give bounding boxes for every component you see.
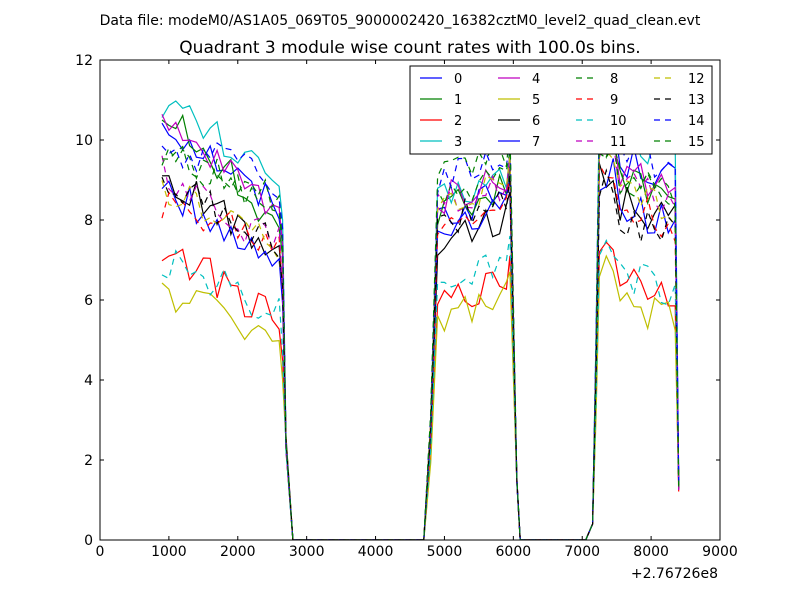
series-line-12 <box>161 148 680 540</box>
legend-label-2: 2 <box>454 114 462 129</box>
series-line-4 <box>161 114 680 540</box>
y-tick-label: 8 <box>84 213 93 229</box>
y-tick-label: 2 <box>84 453 93 469</box>
legend-label-5: 5 <box>532 93 540 108</box>
x-tick-label: 0 <box>96 544 105 560</box>
legend-label-7: 7 <box>532 135 540 150</box>
series-line-2 <box>161 241 680 540</box>
x-tick-label: 8000 <box>633 544 669 560</box>
y-tick-label: 4 <box>84 373 93 389</box>
legend-label-9: 9 <box>610 93 618 108</box>
legend-label-6: 6 <box>532 114 540 129</box>
y-tick-label: 6 <box>84 293 93 309</box>
legend-label-0: 0 <box>454 72 462 87</box>
suptitle: Data file: modeM0/AS1A05_069T05_90000024… <box>100 13 701 29</box>
x-offset-label: +2.76726e8 <box>631 566 718 582</box>
legend-box <box>409 65 713 155</box>
legend-label-1: 1 <box>454 93 462 108</box>
legend-label-12: 12 <box>688 72 705 87</box>
chart-title: Quadrant 3 module wise count rates with … <box>179 38 640 58</box>
x-tick-label: 7000 <box>564 544 600 560</box>
series-line-7 <box>161 158 680 540</box>
x-tick-label: 2000 <box>220 544 256 560</box>
y-tick-label: 12 <box>75 53 93 69</box>
x-tick-label: 5000 <box>427 544 463 560</box>
x-tick-label: 9000 <box>702 544 738 560</box>
legend-label-10: 10 <box>610 114 627 129</box>
series-line-11 <box>161 140 680 540</box>
series-line-10 <box>161 235 680 540</box>
y-tick-label: 10 <box>75 133 93 149</box>
series-layer <box>161 100 680 540</box>
series-line-5 <box>161 254 680 540</box>
x-axis: 0 1000 2000 3000 4000 5000 6000 7000 8000 9000 <box>96 60 738 560</box>
series-line-13 <box>161 168 680 540</box>
legend-label-3: 3 <box>454 135 462 150</box>
x-tick-label: 4000 <box>358 544 394 560</box>
legend-label-15: 15 <box>688 135 705 150</box>
x-tick-label: 3000 <box>289 544 325 560</box>
y-tick-label: 0 <box>84 533 93 549</box>
x-tick-label: 1000 <box>151 544 187 560</box>
series-line-15 <box>161 127 680 540</box>
x-tick-label: 6000 <box>496 544 532 560</box>
legend-label-13: 13 <box>688 93 705 108</box>
legend-label-11: 11 <box>610 135 627 150</box>
legend-label-4: 4 <box>532 72 540 87</box>
legend-label-8: 8 <box>610 72 618 87</box>
legend-label-14: 14 <box>688 114 705 129</box>
